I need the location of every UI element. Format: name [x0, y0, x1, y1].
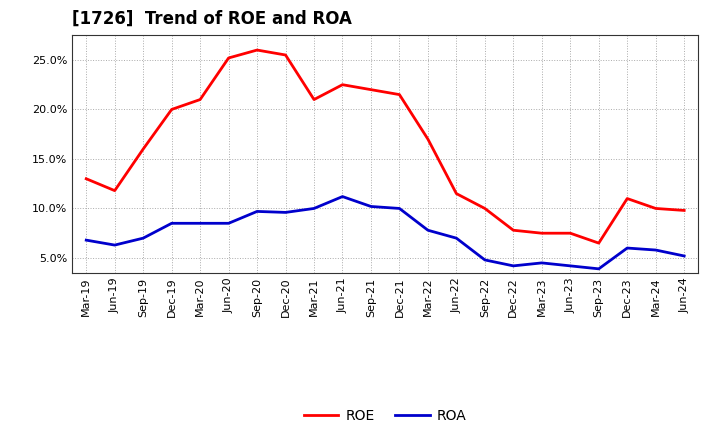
- Line: ROA: ROA: [86, 197, 684, 269]
- ROA: [537, 260, 546, 265]
- ROE: [680, 208, 688, 213]
- ROA: [338, 194, 347, 199]
- ROA: [167, 220, 176, 226]
- ROE: [366, 87, 375, 92]
- ROA: [253, 209, 261, 214]
- ROA: [509, 263, 518, 268]
- ROE: [253, 48, 261, 53]
- ROA: [395, 206, 404, 211]
- ROE: [167, 107, 176, 112]
- ROA: [423, 227, 432, 233]
- ROE: [595, 240, 603, 246]
- ROA: [139, 235, 148, 241]
- ROE: [310, 97, 318, 102]
- ROE: [139, 147, 148, 152]
- ROA: [623, 246, 631, 251]
- ROA: [652, 247, 660, 253]
- ROE: [282, 52, 290, 58]
- Line: ROE: ROE: [86, 50, 684, 243]
- ROA: [595, 266, 603, 271]
- ROE: [537, 231, 546, 236]
- ROE: [82, 176, 91, 181]
- ROE: [566, 231, 575, 236]
- ROA: [82, 238, 91, 243]
- ROA: [310, 206, 318, 211]
- ROA: [282, 210, 290, 215]
- ROE: [423, 136, 432, 142]
- ROA: [452, 235, 461, 241]
- ROE: [395, 92, 404, 97]
- ROA: [225, 220, 233, 226]
- Text: [1726]  Trend of ROE and ROA: [1726] Trend of ROE and ROA: [72, 10, 352, 28]
- ROE: [452, 191, 461, 196]
- ROE: [110, 188, 119, 193]
- ROE: [338, 82, 347, 87]
- ROE: [509, 227, 518, 233]
- Legend: ROE, ROA: ROE, ROA: [298, 403, 472, 429]
- ROE: [225, 55, 233, 61]
- ROA: [366, 204, 375, 209]
- ROE: [196, 97, 204, 102]
- ROA: [680, 253, 688, 259]
- ROE: [652, 206, 660, 211]
- ROE: [480, 206, 489, 211]
- ROA: [566, 263, 575, 268]
- ROA: [110, 242, 119, 248]
- ROE: [623, 196, 631, 201]
- ROA: [480, 257, 489, 263]
- ROA: [196, 220, 204, 226]
